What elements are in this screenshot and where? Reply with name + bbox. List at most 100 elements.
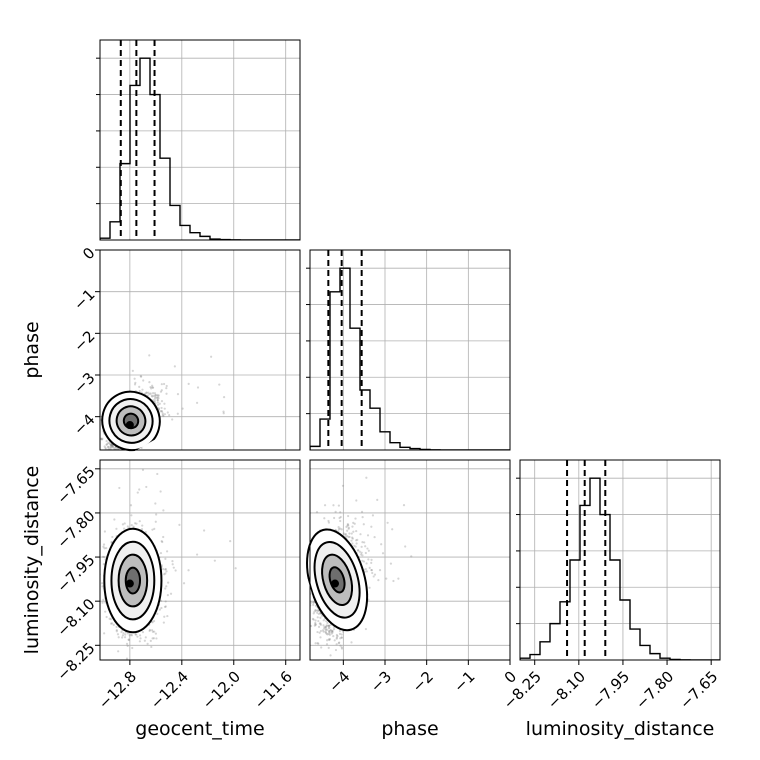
- scatter-point: [138, 488, 141, 491]
- scatter-point: [166, 614, 169, 618]
- scatter-point: [324, 630, 327, 633]
- scatter-point: [151, 386, 155, 389]
- scatter-point: [103, 547, 106, 550]
- scatter-point: [386, 521, 389, 524]
- scatter-point: [318, 622, 321, 625]
- scatter-point: [161, 413, 164, 417]
- scatter-point: [153, 619, 156, 623]
- scatter-point: [176, 393, 180, 396]
- scatter-point: [156, 612, 159, 615]
- scatter-point: [118, 486, 121, 490]
- scatter-point: [149, 639, 152, 642]
- scatter-point: [134, 633, 137, 636]
- scatter-point: [133, 377, 136, 380]
- scatter-point: [126, 525, 129, 528]
- scatter-point: [174, 569, 177, 572]
- scatter-point: [141, 388, 144, 391]
- scatter-point: [103, 530, 106, 533]
- scatter-point: [151, 528, 154, 531]
- panel-frame: [99, 459, 301, 661]
- scatter-point: [148, 629, 151, 633]
- scatter-point: [156, 396, 159, 400]
- scatter-point: [171, 563, 174, 566]
- scatter-point: [104, 446, 107, 450]
- scatter-point: [113, 518, 116, 521]
- scatter-point: [149, 385, 152, 389]
- scatter-point: [109, 446, 113, 449]
- histogram-phase: [310, 267, 510, 450]
- scatter-point: [169, 592, 173, 595]
- scatter-point: [100, 438, 104, 441]
- scatter-point: [143, 639, 146, 642]
- scatter-point: [141, 524, 144, 527]
- scatter-point: [146, 642, 149, 645]
- scatter-point: [101, 582, 104, 585]
- scatter-point: [133, 383, 137, 386]
- scatter-point: [148, 392, 151, 396]
- scatter-point: [166, 550, 169, 553]
- scatter-point: [123, 522, 126, 525]
- scatter-point: [101, 437, 104, 440]
- scatter-point: [145, 485, 148, 489]
- scatter-point: [126, 644, 129, 648]
- scatter-point: [213, 559, 216, 562]
- scatter-point: [163, 615, 166, 618]
- scatter-point: [110, 444, 113, 448]
- scatter-point: [341, 484, 345, 487]
- scatter-point: [132, 525, 135, 528]
- scatter-point: [117, 650, 120, 653]
- scatter-point: [100, 437, 103, 440]
- scatter-point: [152, 637, 155, 640]
- scatter-point: [150, 629, 154, 632]
- scatter-point: [353, 522, 356, 525]
- scatter-point: [155, 637, 158, 640]
- scatter-point: [148, 354, 151, 357]
- scatter-point: [346, 524, 349, 527]
- scatter-point: [109, 443, 113, 447]
- scatter-point: [187, 569, 190, 572]
- scatter-point: [147, 391, 150, 394]
- panel-phase-phase: [306, 249, 511, 451]
- scatter-point: [322, 619, 325, 622]
- scatter-point: [181, 407, 184, 410]
- scatter-point: [134, 381, 137, 384]
- scatter-point: [130, 634, 133, 637]
- scatter-point: [145, 391, 148, 394]
- scatter-point: [164, 600, 167, 603]
- scatter-point: [318, 631, 321, 634]
- scatter-point: [359, 533, 362, 536]
- scatter-point: [332, 628, 336, 631]
- scatter-point: [135, 633, 138, 636]
- scatter-point: [332, 634, 335, 638]
- scatter-point: [107, 445, 110, 448]
- scatter-point: [319, 636, 322, 639]
- scatter-point: [316, 609, 319, 612]
- scatter-point: [338, 632, 342, 635]
- scatter-point: [187, 382, 190, 385]
- scatter-point: [128, 634, 131, 637]
- scatter-point: [153, 392, 157, 395]
- scatter-point: [195, 553, 199, 556]
- scatter-point: [121, 523, 124, 526]
- scatter-point: [163, 402, 166, 405]
- scatter-point: [148, 381, 151, 384]
- scatter-point: [100, 437, 103, 441]
- scatter-point: [130, 514, 133, 517]
- scatter-point: [105, 615, 108, 619]
- scatter-point: [155, 513, 158, 516]
- scatter-point: [139, 375, 142, 378]
- scatter-point: [154, 520, 157, 523]
- scatter-point: [159, 551, 163, 555]
- scatter-point: [176, 412, 179, 415]
- scatter-point: [104, 610, 107, 613]
- scatter-point: [166, 411, 169, 414]
- scatter-point: [327, 627, 330, 630]
- scatter-point: [111, 444, 115, 448]
- scatter-point: [348, 535, 351, 539]
- scatter-point: [156, 403, 160, 406]
- scatter-point: [322, 624, 325, 627]
- panel-geocent_time-phase: [95, 249, 301, 452]
- scatter-point: [121, 634, 125, 637]
- scatter-point: [125, 642, 129, 645]
